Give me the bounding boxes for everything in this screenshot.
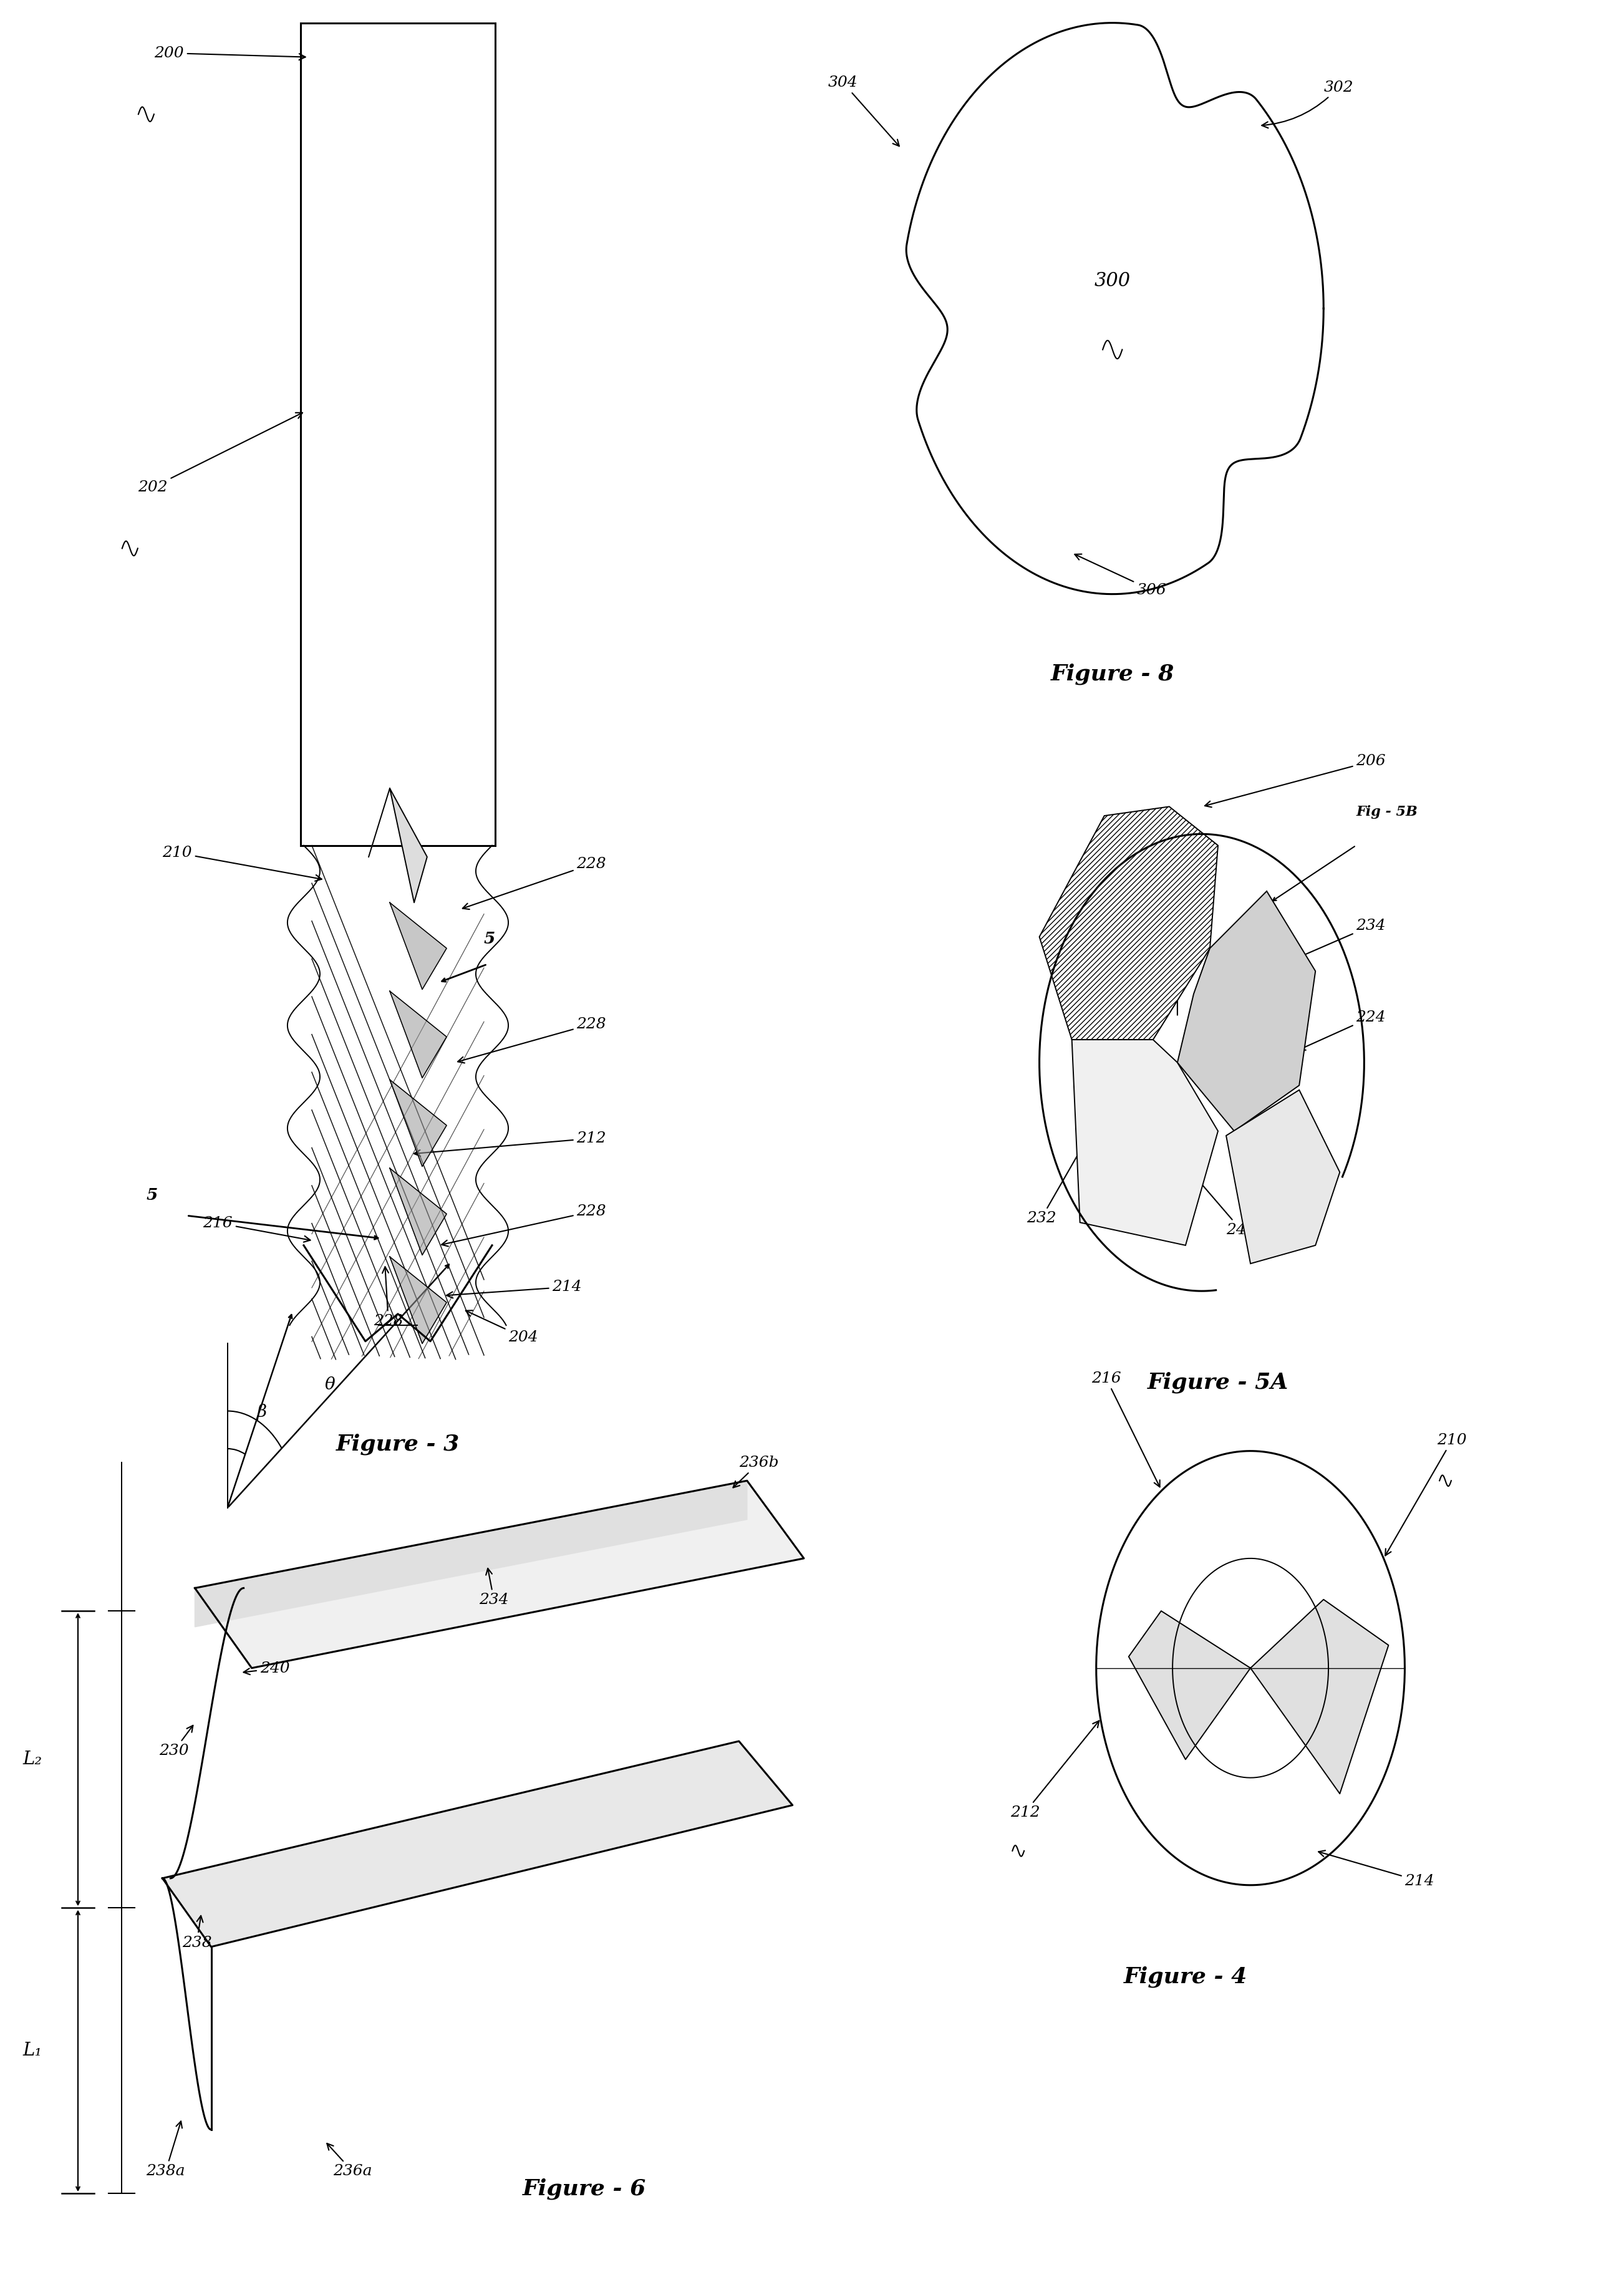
Polygon shape xyxy=(162,1741,793,1947)
Text: 204: 204 xyxy=(466,1309,538,1344)
Text: L₁: L₁ xyxy=(23,2043,42,2059)
Polygon shape xyxy=(1250,1600,1389,1794)
Text: 232: 232 xyxy=(1026,1145,1083,1225)
Text: 236b: 236b xyxy=(732,1456,778,1488)
Text: 212: 212 xyxy=(414,1131,606,1156)
Text: 228: 228 xyxy=(458,1017,606,1063)
Text: 238: 238 xyxy=(182,1915,211,1949)
Text: 200: 200 xyxy=(154,46,305,59)
Text: Figure - 3: Figure - 3 xyxy=(336,1433,460,1456)
Polygon shape xyxy=(1177,891,1315,1131)
Text: 5: 5 xyxy=(484,932,495,946)
Text: 210: 210 xyxy=(162,845,322,882)
Polygon shape xyxy=(390,1257,447,1344)
Polygon shape xyxy=(390,992,447,1079)
Text: 240: 240 xyxy=(244,1661,289,1675)
Polygon shape xyxy=(195,1481,747,1627)
Text: 304: 304 xyxy=(828,75,900,146)
Text: L₂: L₂ xyxy=(23,1750,42,1769)
Bar xyxy=(300,23,495,845)
Text: 216: 216 xyxy=(1091,1371,1160,1488)
Text: 240: 240 xyxy=(1187,1168,1255,1236)
Polygon shape xyxy=(390,903,447,989)
Text: 228: 228 xyxy=(442,1204,606,1245)
Polygon shape xyxy=(195,1481,804,1668)
Text: 214: 214 xyxy=(1319,1851,1434,1887)
Text: 224: 224 xyxy=(1299,1010,1385,1051)
Polygon shape xyxy=(390,1168,447,1254)
Polygon shape xyxy=(1129,1611,1250,1759)
Text: 228: 228 xyxy=(463,857,606,909)
Polygon shape xyxy=(369,788,427,903)
Polygon shape xyxy=(1072,1040,1218,1245)
Text: 236a: 236a xyxy=(326,2143,372,2178)
Text: 230: 230 xyxy=(159,1725,193,1757)
Text: 234: 234 xyxy=(1270,919,1385,971)
Polygon shape xyxy=(390,1081,447,1165)
Text: Fig - 5B: Fig - 5B xyxy=(1356,804,1418,818)
Text: 206: 206 xyxy=(1205,754,1385,807)
Text: 234: 234 xyxy=(479,1568,508,1606)
Text: Figure - 8: Figure - 8 xyxy=(1051,663,1174,686)
Text: 228: 228 xyxy=(374,1266,403,1328)
Text: 238a: 238a xyxy=(146,2120,185,2178)
Text: 214: 214 xyxy=(447,1280,581,1298)
Text: 302: 302 xyxy=(1262,80,1353,128)
Polygon shape xyxy=(1226,1090,1340,1264)
Text: 216: 216 xyxy=(203,1216,310,1243)
Text: Figure - 5A: Figure - 5A xyxy=(1148,1371,1288,1394)
Polygon shape xyxy=(1039,807,1218,1040)
Text: Figure - 4: Figure - 4 xyxy=(1124,1965,1247,1988)
Text: 300: 300 xyxy=(1095,272,1130,290)
Text: Figure - 6: Figure - 6 xyxy=(523,2178,646,2200)
Text: 212: 212 xyxy=(1010,1721,1099,1819)
Text: 202: 202 xyxy=(138,414,302,494)
Text: β: β xyxy=(257,1403,266,1421)
Text: 5: 5 xyxy=(146,1188,158,1202)
Text: 306: 306 xyxy=(1075,553,1166,596)
Text: θ: θ xyxy=(325,1376,335,1394)
Text: 210: 210 xyxy=(1385,1433,1466,1556)
